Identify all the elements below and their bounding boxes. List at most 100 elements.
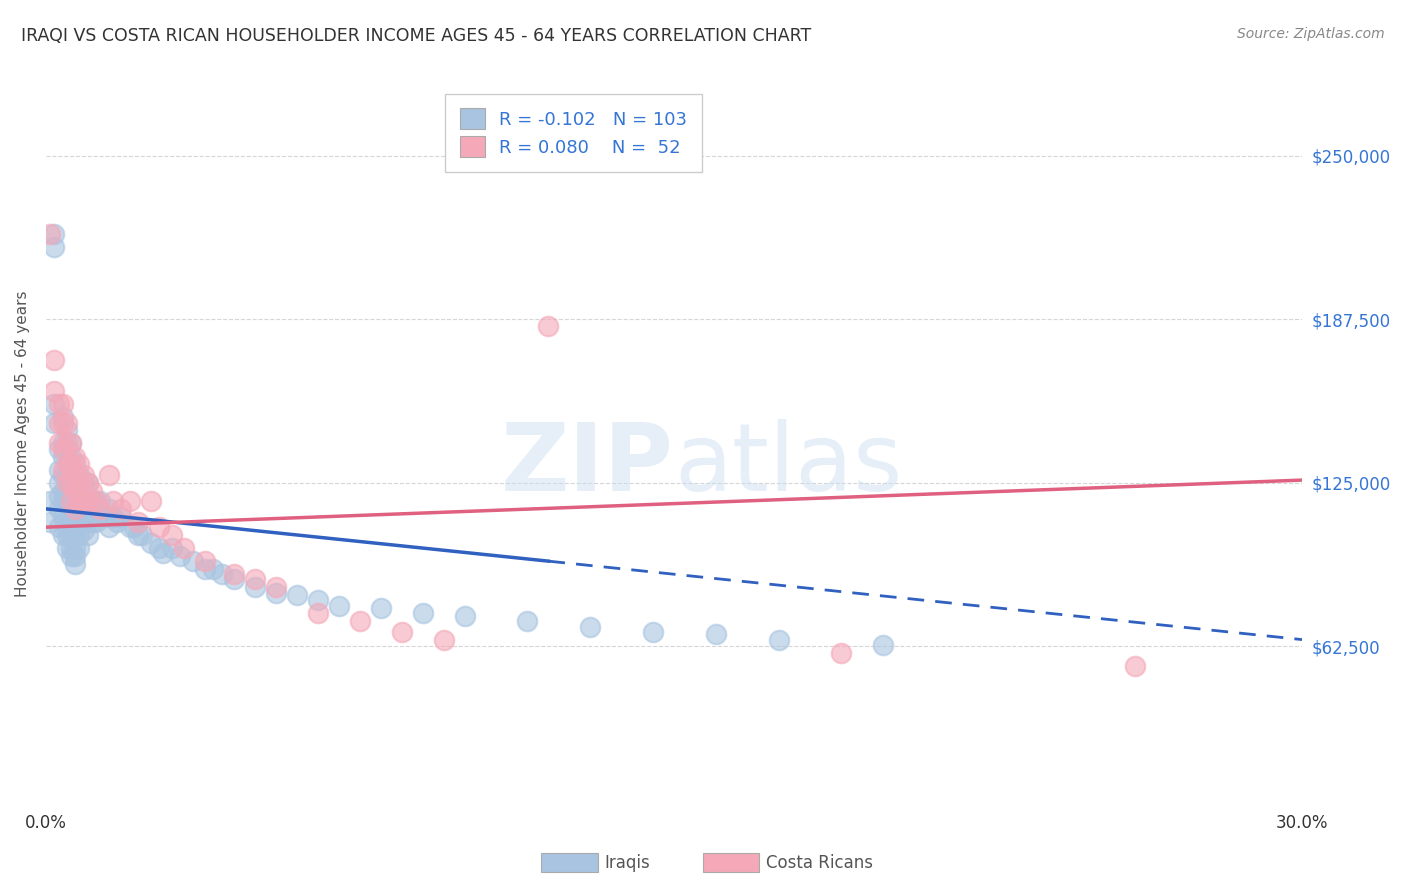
Point (89, 501, 111, 516)
Point (122, 520, 145, 534)
Point (72, 509, 94, 524)
Point (224, 573, 246, 587)
Point (56, 475, 79, 490)
Point (704, 627, 727, 641)
Point (65, 557, 87, 571)
Point (84, 494, 107, 508)
Point (370, 601, 392, 615)
Point (52, 416, 75, 430)
Point (56, 483, 79, 498)
Point (105, 515, 128, 529)
Text: atlas: atlas (673, 419, 903, 511)
Point (101, 494, 124, 508)
Point (44, 384, 66, 399)
Point (127, 515, 149, 529)
Point (60, 549, 83, 563)
Point (110, 509, 132, 524)
Point (60, 436, 83, 450)
Point (39, 494, 62, 508)
Point (60, 475, 83, 490)
Point (202, 562, 225, 576)
Point (56, 528, 79, 542)
Point (76, 494, 98, 508)
Point (139, 494, 162, 508)
Point (118, 520, 141, 534)
Point (160, 541, 183, 555)
Point (65, 494, 87, 508)
Point (69, 515, 91, 529)
Point (56, 424, 79, 438)
Point (76, 475, 98, 490)
Y-axis label: Householder Income Ages 45 - 64 years: Householder Income Ages 45 - 64 years (15, 290, 30, 597)
Point (181, 554, 204, 568)
Point (872, 638, 894, 652)
Point (60, 509, 83, 524)
Point (48, 462, 70, 476)
Point (48, 475, 70, 490)
Point (69, 528, 91, 542)
Point (48, 397, 70, 411)
Point (579, 619, 602, 633)
Point (65, 528, 87, 542)
Point (80, 483, 103, 498)
Point (328, 599, 350, 613)
Point (65, 541, 87, 555)
Point (60, 528, 83, 542)
Point (80, 494, 103, 508)
Point (44, 240, 66, 254)
Point (93, 509, 115, 524)
Point (48, 501, 70, 516)
Text: Source: ZipAtlas.com: Source: ZipAtlas.com (1237, 27, 1385, 41)
Point (245, 580, 267, 594)
Point (160, 528, 183, 542)
Point (60, 436, 83, 450)
Point (830, 646, 852, 660)
Legend: R = -0.102   N = 103, R = 0.080    N =  52: R = -0.102 N = 103, R = 0.080 N = 52 (446, 94, 702, 171)
Point (60, 483, 83, 498)
Point (97, 520, 120, 534)
Point (56, 520, 79, 534)
Point (131, 528, 153, 542)
Point (72, 494, 94, 508)
Text: Costa Ricans: Costa Ricans (766, 854, 873, 871)
Point (52, 442, 75, 456)
Point (89, 494, 111, 508)
Point (65, 549, 87, 563)
Point (48, 442, 70, 456)
Point (48, 436, 70, 450)
Point (173, 541, 195, 555)
Point (69, 541, 91, 555)
Point (72, 475, 94, 490)
Point (152, 546, 174, 560)
Point (60, 494, 83, 508)
Point (44, 227, 66, 242)
Point (65, 450, 87, 464)
Point (69, 467, 91, 482)
Point (285, 588, 308, 602)
Point (56, 458, 79, 472)
Point (412, 607, 434, 621)
Point (52, 397, 75, 411)
Point (56, 436, 79, 450)
Point (127, 528, 149, 542)
Text: ZIP: ZIP (501, 419, 673, 511)
Point (453, 609, 475, 624)
Point (56, 509, 79, 524)
Point (52, 436, 75, 450)
Point (245, 573, 267, 587)
Point (52, 462, 75, 476)
Point (69, 458, 91, 472)
Point (264, 585, 287, 599)
Point (307, 607, 329, 621)
Point (76, 515, 98, 529)
Point (641, 624, 664, 639)
Point (48, 520, 70, 534)
Point (56, 541, 79, 555)
Point (65, 520, 87, 534)
Point (56, 442, 79, 456)
Point (56, 467, 79, 482)
Point (97, 501, 120, 516)
Point (307, 593, 329, 607)
Point (52, 509, 75, 524)
Point (65, 458, 87, 472)
